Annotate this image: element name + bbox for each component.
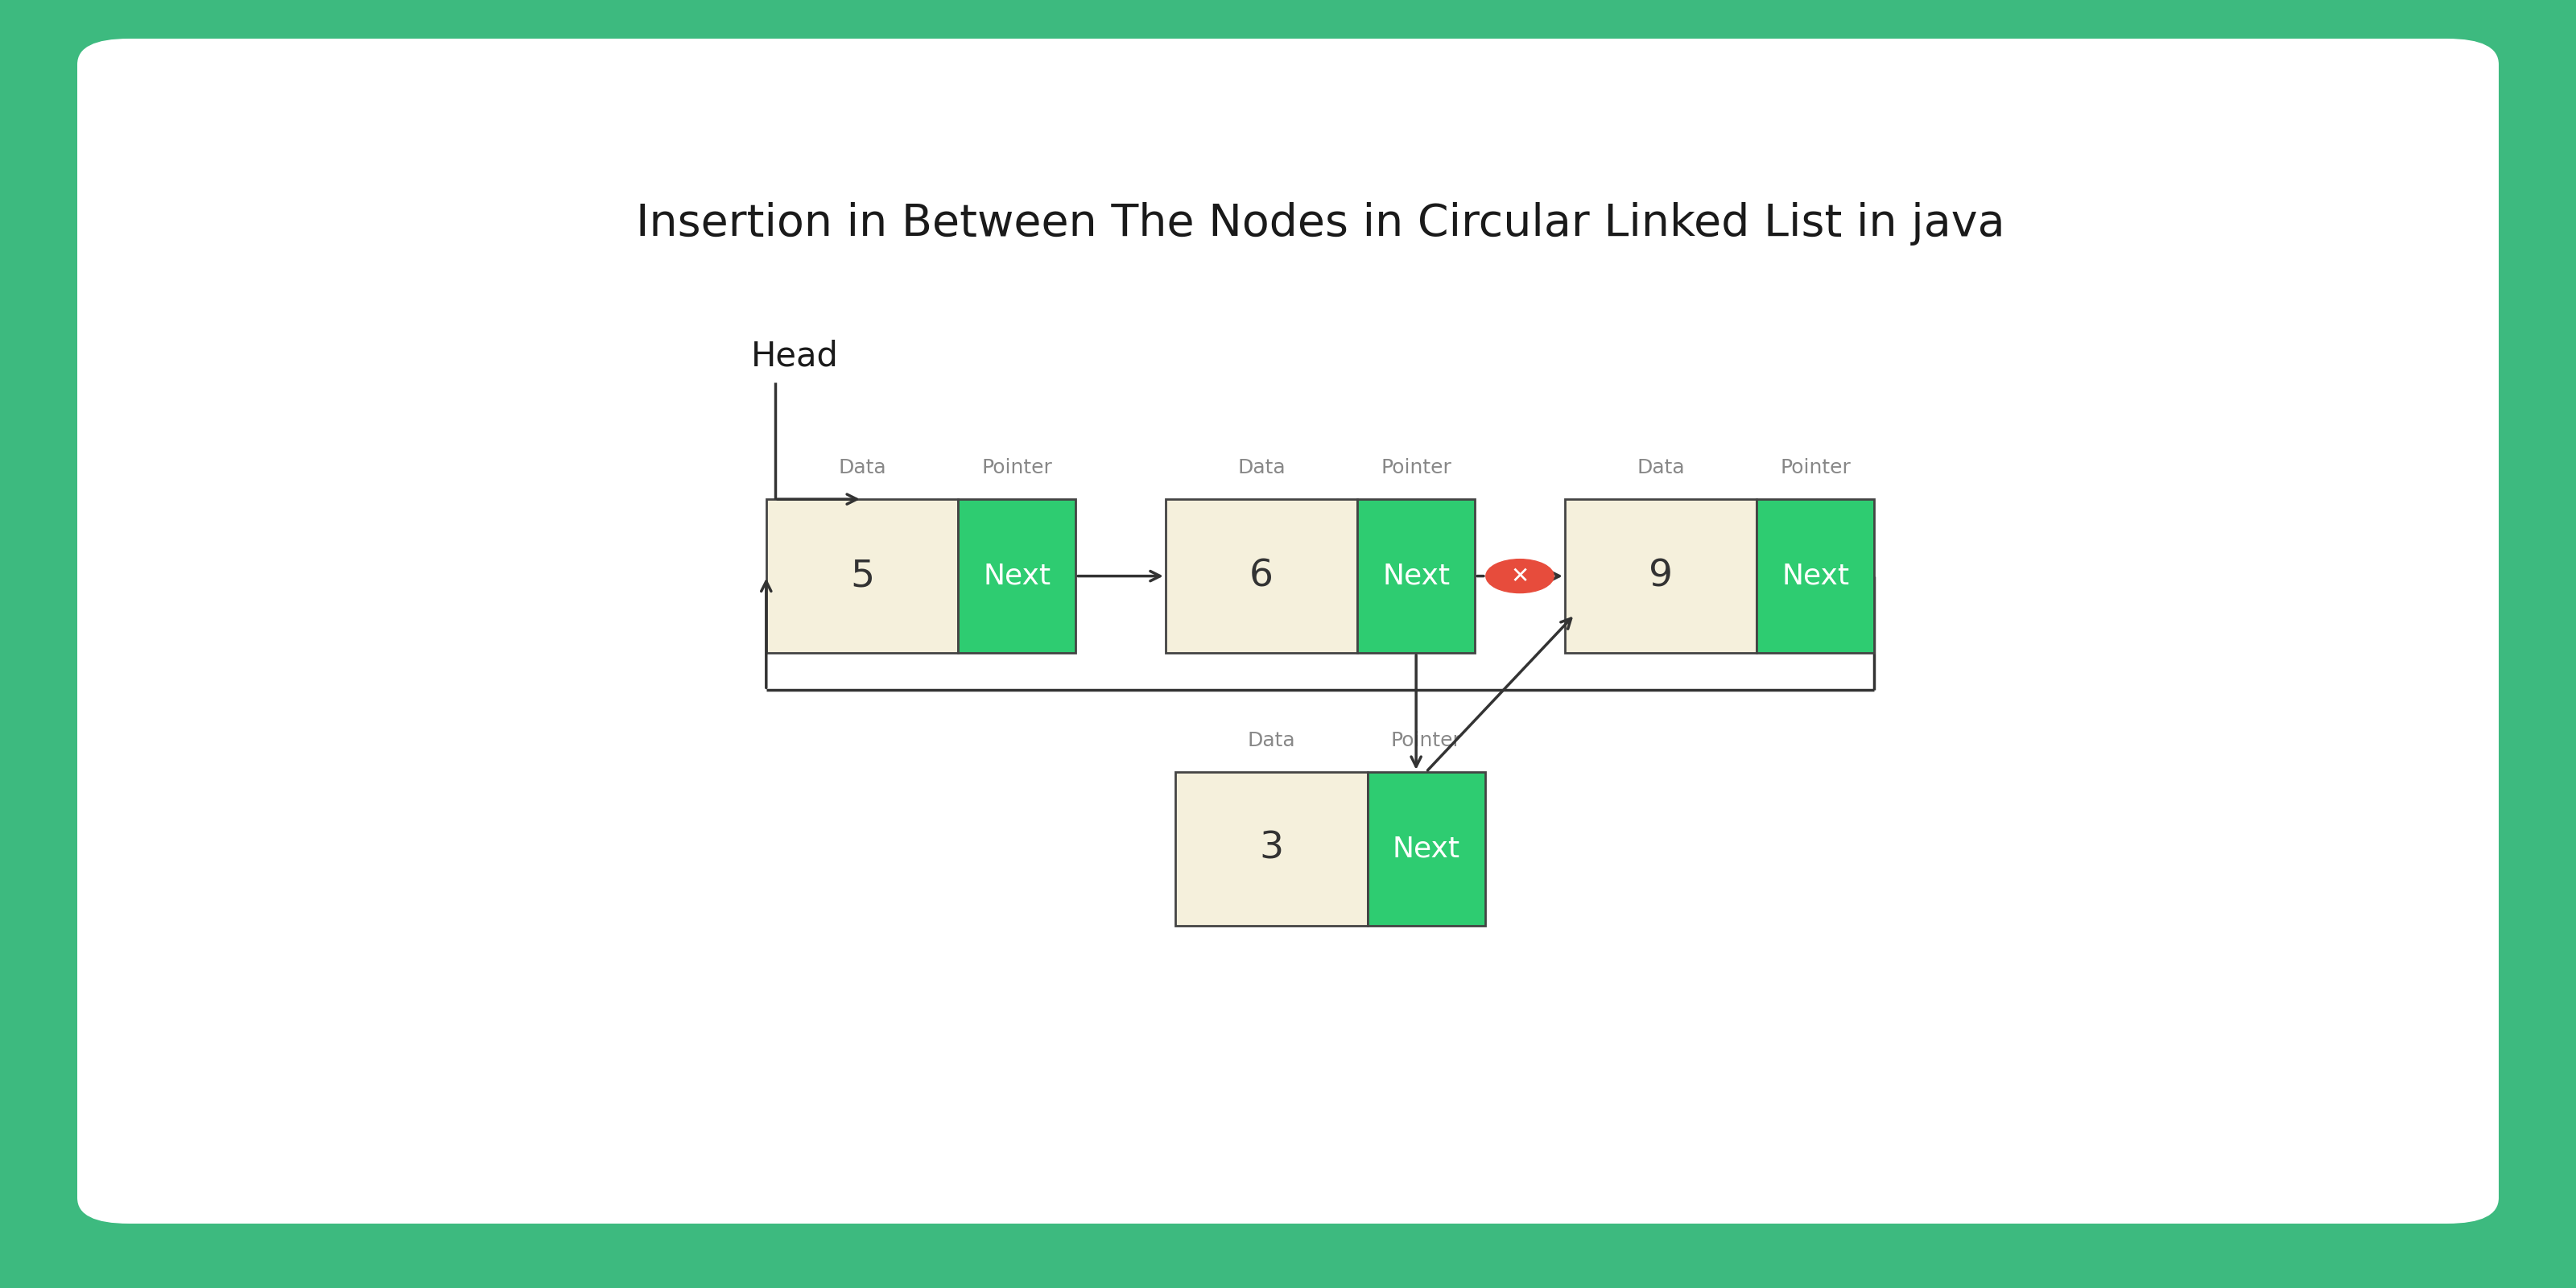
- Bar: [1358, 500, 1476, 653]
- Text: 6: 6: [1249, 558, 1273, 594]
- Bar: [1368, 772, 1484, 926]
- Text: Next: Next: [1783, 563, 1850, 590]
- Circle shape: [1486, 559, 1553, 592]
- Text: Data: Data: [1247, 730, 1296, 750]
- Bar: [1564, 500, 1757, 653]
- Text: Pointer: Pointer: [1381, 459, 1450, 478]
- Text: Data: Data: [837, 459, 886, 478]
- Text: Insertion in Between The Nodes in Circular Linked List in java: Insertion in Between The Nodes in Circul…: [636, 202, 2004, 246]
- Text: ✕: ✕: [1510, 564, 1530, 587]
- Bar: [1164, 500, 1358, 653]
- Text: Data: Data: [1236, 459, 1285, 478]
- Text: Head: Head: [752, 339, 840, 372]
- Text: Next: Next: [1383, 563, 1450, 590]
- Text: 5: 5: [850, 558, 873, 594]
- Text: Next: Next: [1391, 835, 1461, 863]
- Text: Next: Next: [984, 563, 1051, 590]
- Text: Pointer: Pointer: [1780, 459, 1850, 478]
- Text: Pointer: Pointer: [981, 459, 1051, 478]
- Text: 9: 9: [1649, 558, 1672, 594]
- Text: 3: 3: [1260, 831, 1283, 867]
- Bar: [1175, 772, 1368, 926]
- Bar: [765, 500, 958, 653]
- Text: Data: Data: [1636, 459, 1685, 478]
- Bar: [1757, 500, 1875, 653]
- Bar: [958, 500, 1077, 653]
- Text: Pointer: Pointer: [1391, 730, 1461, 750]
